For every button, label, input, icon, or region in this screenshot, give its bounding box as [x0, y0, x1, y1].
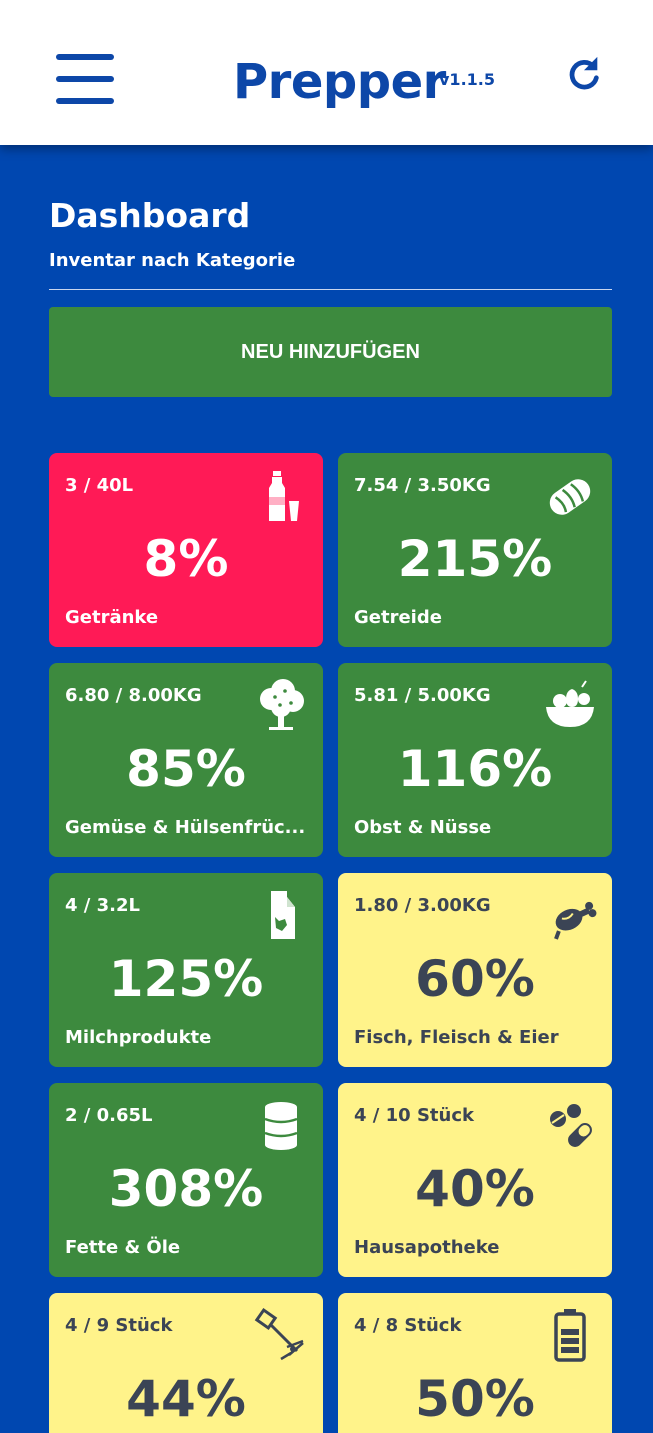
category-amount: 2 / 0.65L [65, 1105, 153, 1126]
category-label: Fisch, Fleisch & Eier [354, 1027, 559, 1048]
category-label: Gemüse & Hülsenfrüc... [65, 817, 306, 838]
category-card-obst[interactable]: 5.81 / 5.00KG 116% Obst & Nüsse [338, 663, 612, 857]
category-label: Obst & Nüsse [354, 817, 492, 838]
category-amount: 5.81 / 5.00KG [354, 685, 491, 706]
category-card-getraenke[interactable]: 3 / 40L 8% Getränke [49, 453, 323, 647]
category-amount: 4 / 8 Stück [354, 1315, 462, 1336]
hamburger-menu-icon[interactable] [56, 54, 114, 104]
divider [49, 289, 612, 290]
category-percent: 85% [126, 740, 246, 798]
category-card-werkzeug[interactable]: 4 / 9 Stück 44% [49, 1293, 323, 1433]
category-percent: 50% [415, 1370, 535, 1428]
category-percent: 215% [397, 530, 553, 588]
category-percent: 44% [126, 1370, 246, 1428]
category-label: Fette & Öle [65, 1237, 181, 1258]
category-amount: 6.80 / 8.00KG [65, 685, 202, 706]
page-title: Dashboard [49, 196, 251, 235]
category-amount: 3 / 40L [65, 475, 134, 496]
category-card-milch[interactable]: 4 / 3.2L 125% Milchprodukte [49, 873, 323, 1067]
category-percent: 308% [108, 1160, 264, 1218]
category-amount: 4 / 3.2L [65, 895, 140, 916]
category-percent: 116% [397, 740, 553, 798]
category-card-fleisch[interactable]: 1.80 / 3.00KG 60% Fisch, Fleisch & Eier [338, 873, 612, 1067]
add-new-button[interactable]: NEU HINZUFÜGEN [49, 307, 612, 397]
category-amount: 1.80 / 3.00KG [354, 895, 491, 916]
category-label: Milchprodukte [65, 1027, 212, 1048]
pills-icon [542, 1097, 598, 1153]
category-card-fette[interactable]: 2 / 0.65L 308% Fette & Öle [49, 1083, 323, 1277]
category-card-hausapotheke[interactable]: 4 / 10 Stück 40% Hausapotheke [338, 1083, 612, 1277]
category-amount: 7.54 / 3.50KG [354, 475, 491, 496]
bottle-and-glass-icon [253, 467, 309, 523]
tools-icon [253, 1307, 309, 1363]
category-card-batterien[interactable]: 4 / 8 Stück 50% [338, 1293, 612, 1433]
oil-barrel-icon [253, 1097, 309, 1153]
meat-leg-icon [542, 887, 598, 943]
category-label: Hausapotheke [354, 1237, 500, 1258]
fruit-bowl-icon [542, 677, 598, 733]
category-label: Getreide [354, 607, 442, 628]
app-version: v1.1.5 [439, 70, 495, 89]
category-percent: 8% [143, 530, 229, 588]
category-card-gemuese[interactable]: 6.80 / 8.00KG 85% Gemüse & Hülsenfrüc... [49, 663, 323, 857]
category-card-getreide[interactable]: 7.54 / 3.50KG 215% Getreide [338, 453, 612, 647]
milk-carton-icon [253, 887, 309, 943]
bread-icon [542, 467, 598, 523]
page-subtitle: Inventar nach Kategorie [49, 250, 296, 271]
app-title: Prepper [233, 54, 446, 110]
category-amount: 4 / 9 Stück [65, 1315, 173, 1336]
category-percent: 125% [108, 950, 264, 1008]
app-header: Prepper v1.1.5 [0, 0, 653, 145]
refresh-icon[interactable] [565, 55, 603, 93]
tree-icon [253, 677, 309, 733]
category-percent: 40% [415, 1160, 535, 1218]
category-amount: 4 / 10 Stück [354, 1105, 474, 1126]
category-label: Getränke [65, 607, 159, 628]
battery-icon [542, 1307, 598, 1363]
category-percent: 60% [415, 950, 535, 1008]
